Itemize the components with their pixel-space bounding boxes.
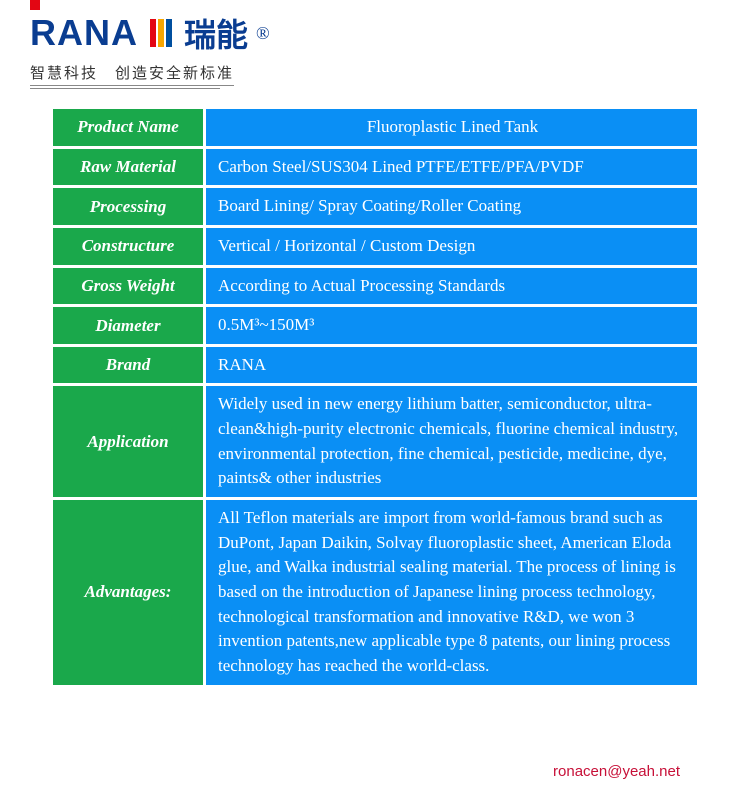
corner-accent [30, 0, 40, 10]
row-value: Vertical / Horizontal / Custom Design [206, 228, 697, 265]
table-row: BrandRANA [53, 347, 697, 384]
row-value: Board Lining/ Spray Coating/Roller Coati… [206, 188, 697, 225]
row-label: Raw Material [53, 149, 203, 186]
row-value: All Teflon materials are import from wor… [206, 500, 697, 684]
row-label: Diameter [53, 307, 203, 344]
logo: RANA 瑞能 ® [30, 10, 720, 56]
table-row: ProcessingBoard Lining/ Spray Coating/Ro… [53, 188, 697, 225]
table-row: Gross WeightAccording to Actual Processi… [53, 268, 697, 305]
registered-mark: ® [256, 23, 270, 44]
row-label: Product Name [53, 109, 203, 146]
spec-table: Product NameFluoroplastic Lined TankRaw … [50, 106, 700, 688]
table-row: Diameter0.5M³~150M³ [53, 307, 697, 344]
logo-chinese: 瑞能 [184, 10, 248, 56]
row-label: Gross Weight [53, 268, 203, 305]
row-label: Processing [53, 188, 203, 225]
table-row: Product NameFluoroplastic Lined Tank [53, 109, 697, 146]
table-row: ConstructureVertical / Horizontal / Cust… [53, 228, 697, 265]
logo-text: RANA [30, 12, 138, 54]
bar-blue [166, 19, 172, 47]
logo-bars [150, 19, 172, 47]
footer-email: ronacen@yeah.net [553, 763, 680, 780]
row-label: Advantages: [53, 500, 203, 684]
row-value: 0.5M³~150M³ [206, 307, 697, 344]
row-value: RANA [206, 347, 697, 384]
tagline: 智慧科技 创造安全新标准 [30, 58, 234, 86]
bar-yellow [158, 19, 164, 47]
tagline-underline [30, 88, 220, 89]
row-value: Widely used in new energy lithium batter… [206, 386, 697, 497]
spec-table-wrap: Product NameFluoroplastic Lined TankRaw … [0, 94, 750, 688]
row-label: Application [53, 386, 203, 497]
table-row: Advantages:All Teflon materials are impo… [53, 500, 697, 684]
header: RANA 瑞能 ® 智慧科技 创造安全新标准 [0, 0, 750, 94]
table-row: ApplicationWidely used in new energy lit… [53, 386, 697, 497]
row-value: According to Actual Processing Standards [206, 268, 697, 305]
row-value: Carbon Steel/SUS304 Lined PTFE/ETFE/PFA/… [206, 149, 697, 186]
bar-red [150, 19, 156, 47]
row-label: Brand [53, 347, 203, 384]
row-value: Fluoroplastic Lined Tank [206, 109, 697, 146]
row-label: Constructure [53, 228, 203, 265]
table-row: Raw MaterialCarbon Steel/SUS304 Lined PT… [53, 149, 697, 186]
